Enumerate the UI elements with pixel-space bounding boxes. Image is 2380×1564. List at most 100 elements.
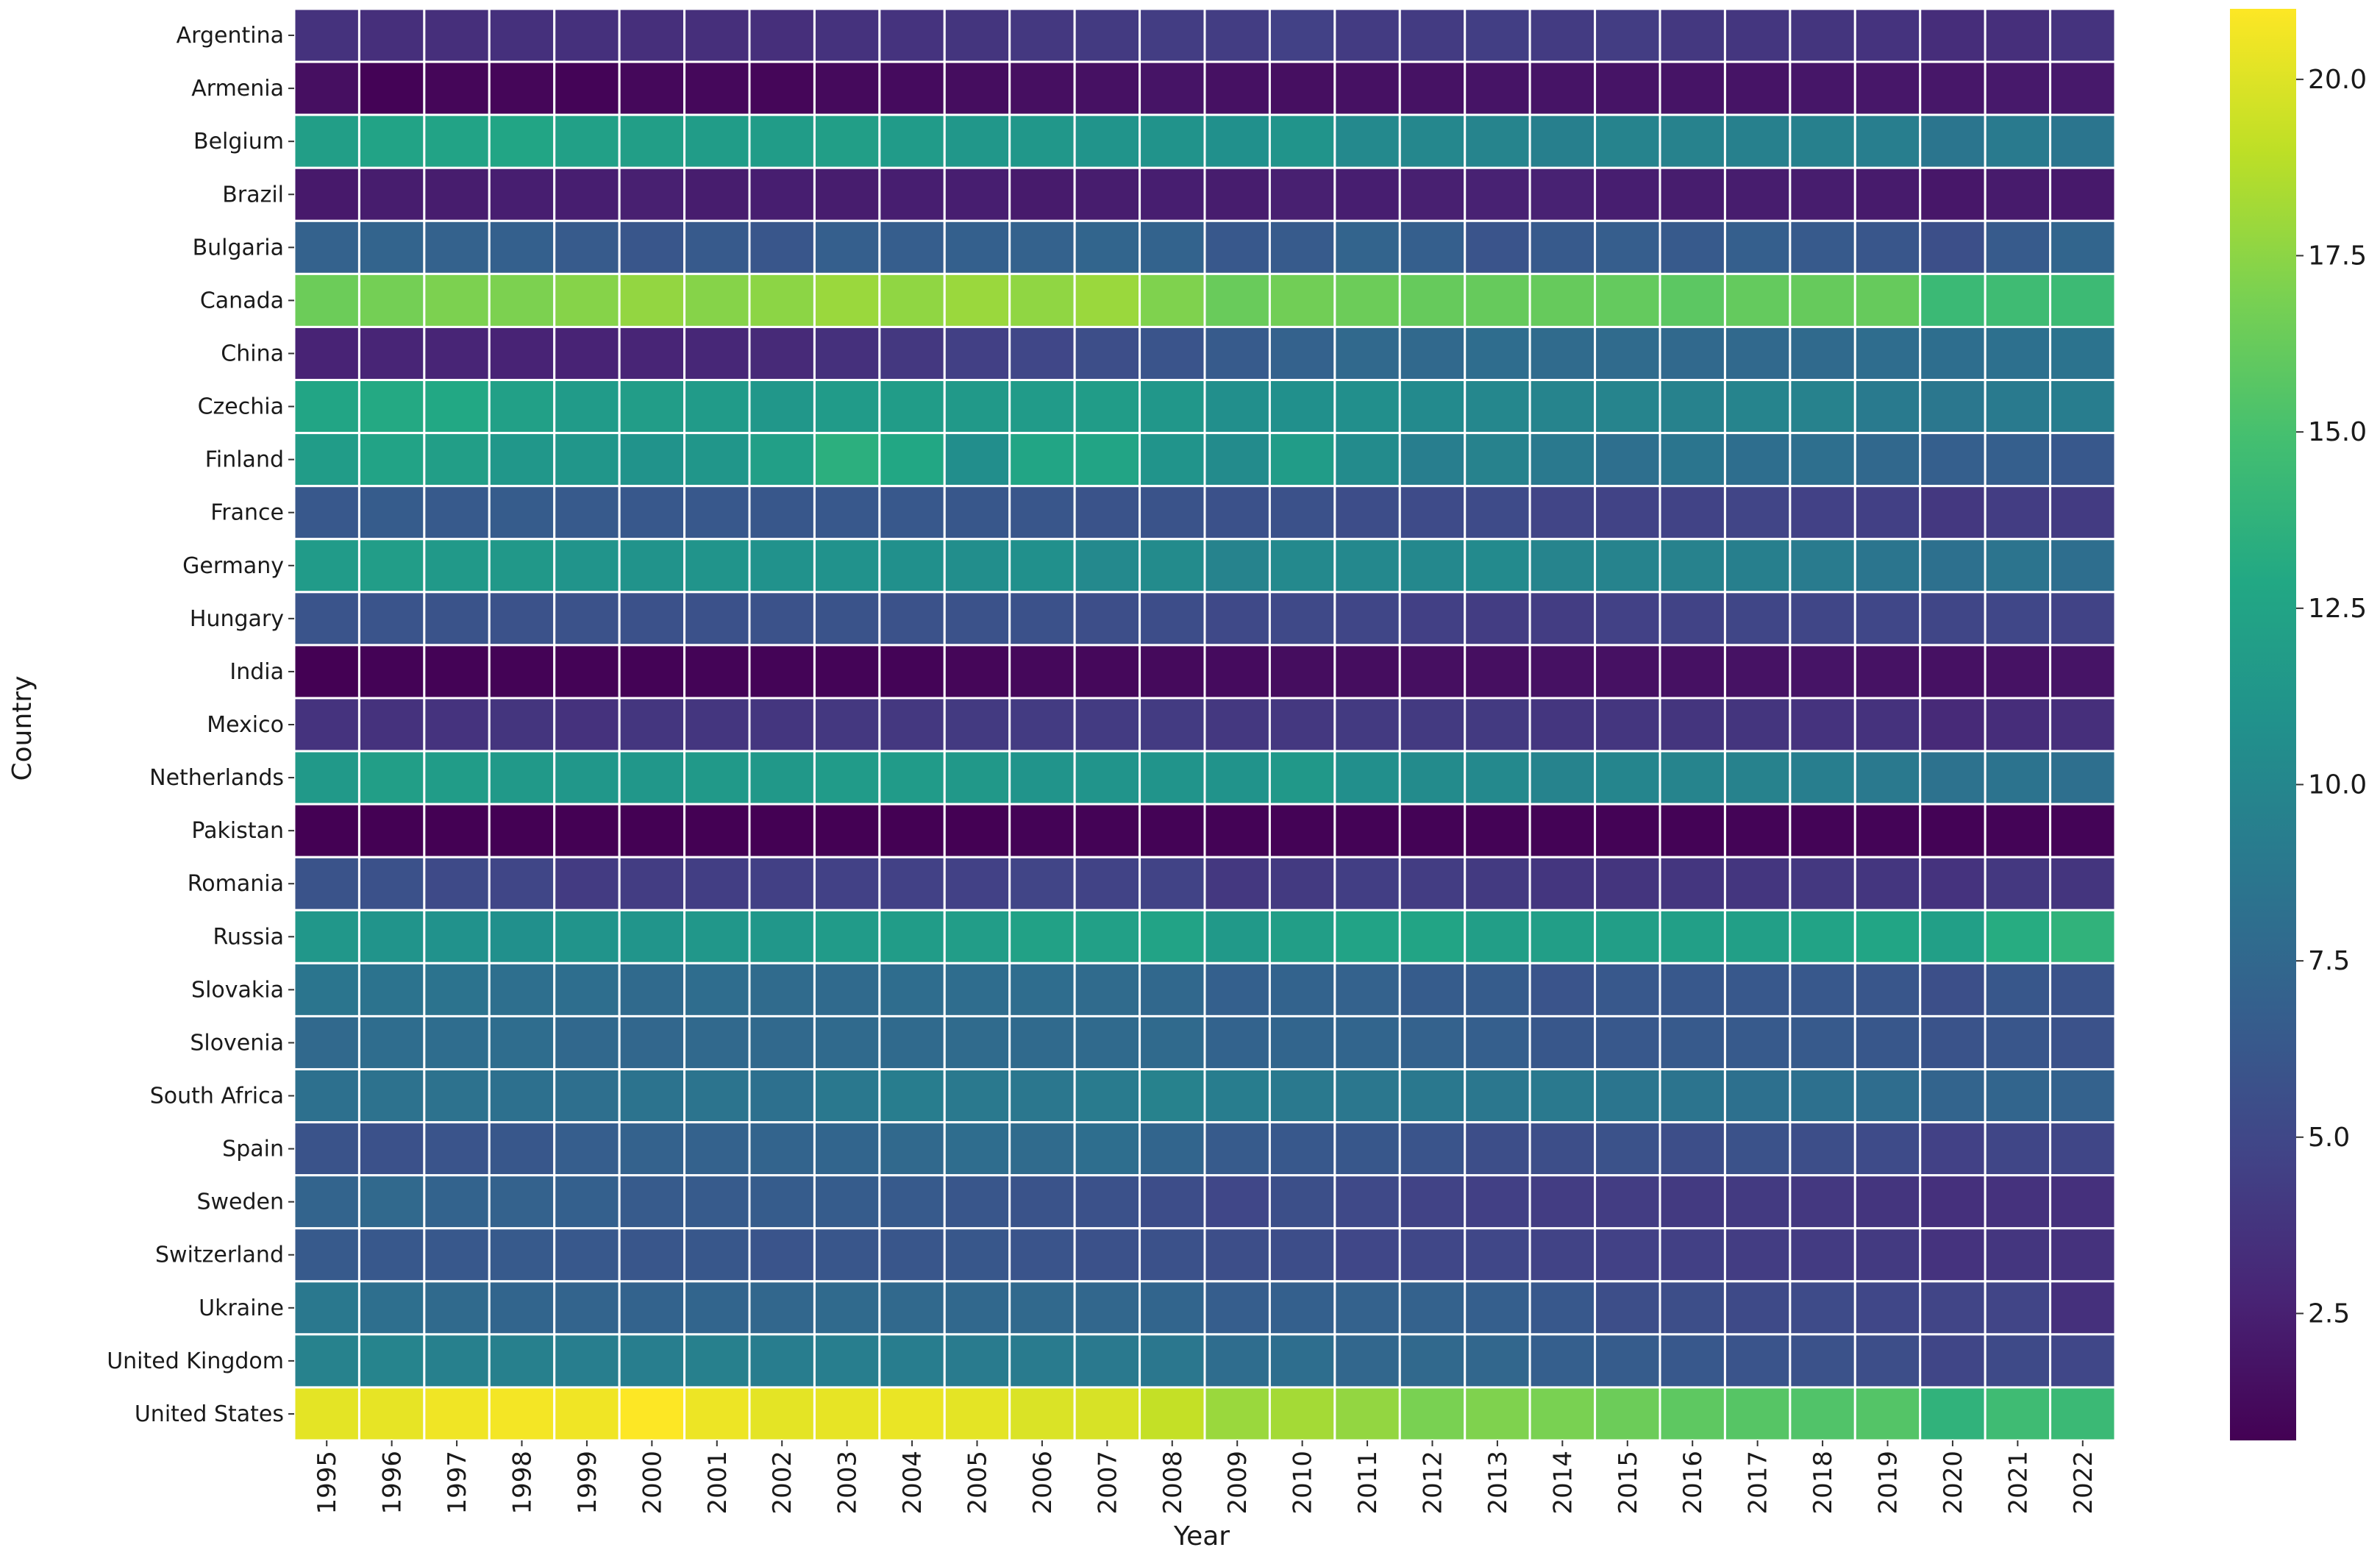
heatmap-cell <box>813 432 881 488</box>
y-tick-label: Switzerland <box>155 1243 284 1268</box>
heatmap-cell <box>683 325 751 382</box>
heatmap-cell <box>1464 697 1531 753</box>
heatmap-cell <box>1723 166 1792 222</box>
heatmap-cell <box>1139 7 1206 63</box>
heatmap-cell <box>1203 219 1271 275</box>
heatmap-cell <box>2049 219 2117 275</box>
heatmap-cell <box>423 1333 491 1389</box>
x-tick-label: 2013 <box>1483 1451 1513 1515</box>
heatmap-cell <box>1528 113 1597 169</box>
heatmap-cell <box>748 1386 816 1442</box>
heatmap-cell <box>1203 113 1271 169</box>
heatmap-cell <box>1398 166 1467 222</box>
heatmap-cell <box>1984 591 2052 647</box>
heatmap-cell <box>1464 485 1531 541</box>
heatmap-cell <box>1789 60 1856 116</box>
heatmap-cell <box>878 644 946 700</box>
heatmap-cell <box>1008 1333 1076 1389</box>
heatmap-cell <box>1853 538 1922 594</box>
heatmap-cell <box>1139 1174 1206 1230</box>
y-tick-label: Argentina <box>177 23 284 49</box>
heatmap-cell <box>1139 1121 1206 1177</box>
heatmap-cell <box>423 1121 491 1177</box>
heatmap-cell <box>1008 1014 1076 1070</box>
heatmap-cell <box>1919 1067 1987 1124</box>
y-tick-label: United States <box>135 1401 284 1427</box>
heatmap-cell <box>1268 325 1336 382</box>
heatmap-cell <box>488 697 556 753</box>
heatmap-cell <box>1139 644 1206 700</box>
heatmap-cell <box>1008 856 1076 911</box>
heatmap-cell <box>1268 1121 1336 1177</box>
heatmap-cell <box>748 961 816 1017</box>
x-tick-label: 2003 <box>833 1451 863 1515</box>
heatmap-cell <box>1853 379 1922 435</box>
heatmap-cell <box>423 856 491 911</box>
heatmap-cell <box>748 1227 816 1283</box>
heatmap-cell <box>1658 166 1726 222</box>
heatmap-cell <box>748 1333 816 1389</box>
heatmap-cell <box>1073 272 1141 328</box>
heatmap-cell <box>1853 432 1922 488</box>
heatmap-cell <box>618 113 686 169</box>
heatmap-cell <box>357 272 426 328</box>
heatmap-cell <box>293 644 360 700</box>
heatmap-cell <box>1139 856 1206 911</box>
y-tick-label: Russia <box>213 924 285 950</box>
heatmap-cell <box>1464 1014 1531 1070</box>
heatmap-cell <box>748 219 816 275</box>
heatmap-cell <box>1789 7 1856 63</box>
heatmap-cell <box>1464 7 1531 63</box>
heatmap-cell <box>1333 1386 1401 1442</box>
heatmap-cell <box>1073 60 1141 116</box>
heatmap-cell <box>488 113 556 169</box>
heatmap-cell <box>1723 379 1792 435</box>
heatmap-cell <box>1268 219 1336 275</box>
heatmap-cell <box>1139 485 1206 541</box>
heatmap-cell <box>1008 644 1076 700</box>
heatmap-cell <box>1984 538 2052 594</box>
x-tick-label: 2012 <box>1419 1451 1448 1515</box>
heatmap-cell <box>1398 1227 1467 1283</box>
heatmap-cell <box>423 644 491 700</box>
heatmap-cell <box>1853 1227 1922 1283</box>
heatmap-cell <box>1658 113 1726 169</box>
heatmap-cell <box>748 1121 816 1177</box>
heatmap-cell <box>1008 166 1076 222</box>
heatmap-cell <box>1723 644 1792 700</box>
heatmap-cell <box>1528 538 1597 594</box>
heatmap-cell <box>1268 961 1336 1017</box>
heatmap-cell <box>878 219 946 275</box>
heatmap-cell <box>618 1280 686 1336</box>
heatmap-cell <box>1528 7 1597 63</box>
heatmap-cell <box>1464 325 1531 382</box>
heatmap-cell <box>357 1174 426 1230</box>
heatmap-cell <box>1984 1014 2052 1070</box>
heatmap-cell <box>1789 1014 1856 1070</box>
heatmap-cell <box>2049 856 2117 911</box>
heatmap-cell <box>1984 1121 2052 1177</box>
heatmap-cell <box>1073 961 1141 1017</box>
heatmap-cell <box>1594 325 1661 382</box>
heatmap-cell <box>748 379 816 435</box>
heatmap-cell <box>488 325 556 382</box>
heatmap-cell <box>423 538 491 594</box>
heatmap-cell <box>1919 1121 1987 1177</box>
y-tick-labels: Argentina Armenia Belgium Brazil Bulgaria Can… <box>107 23 294 1427</box>
colorbar-tick-label: 5.0 <box>2308 1123 2350 1153</box>
heatmap-cell <box>423 1280 491 1336</box>
heatmap-cell <box>943 856 1011 911</box>
heatmap-cell <box>1789 856 1856 911</box>
heatmap-cell <box>1139 432 1206 488</box>
heatmap-cells <box>293 7 2117 1442</box>
heatmap-cell <box>1594 1280 1661 1336</box>
heatmap-cell <box>1658 1386 1726 1442</box>
heatmap-cell <box>357 166 426 222</box>
heatmap-cell <box>813 1067 881 1124</box>
heatmap-cell <box>1008 1386 1076 1442</box>
heatmap-cell <box>1528 272 1597 328</box>
heatmap-cell <box>293 7 360 63</box>
heatmap-cell <box>553 909 621 964</box>
heatmap-cell <box>293 60 360 116</box>
heatmap-cell <box>1594 272 1661 328</box>
